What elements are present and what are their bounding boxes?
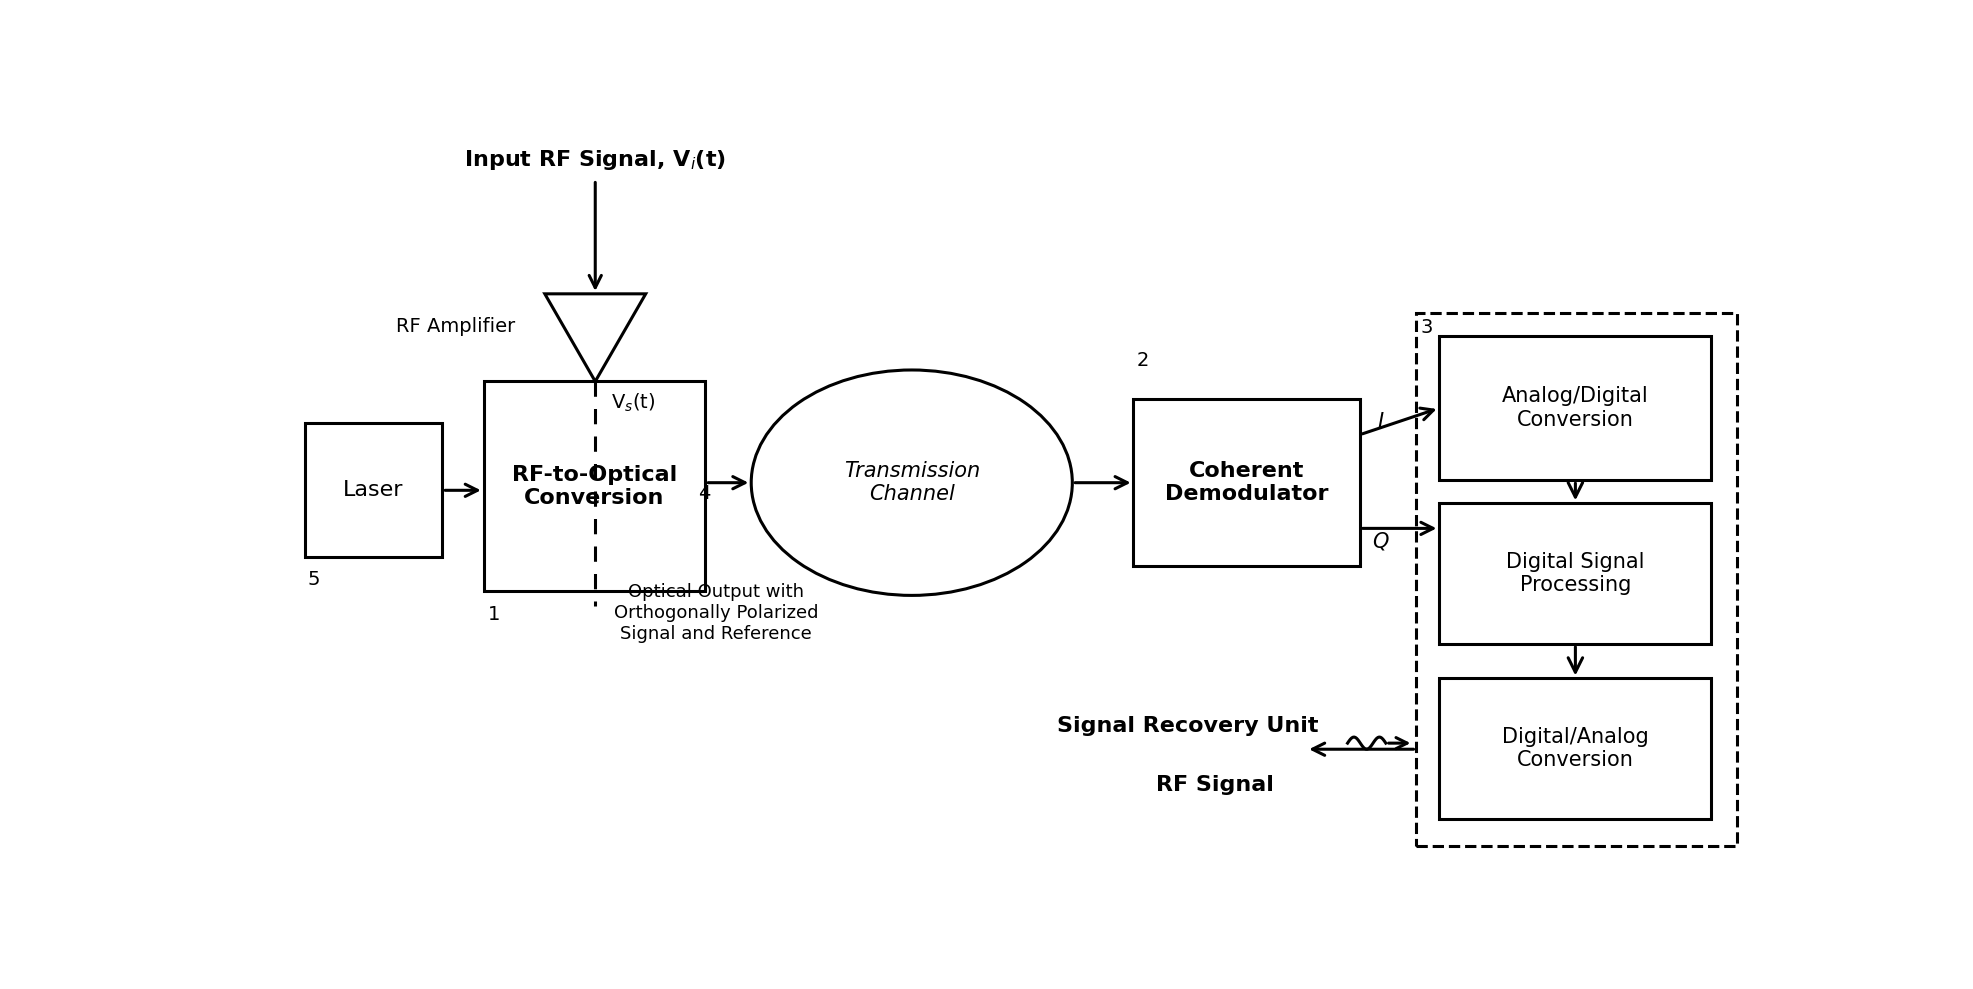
Bar: [1440, 678, 1711, 819]
Text: Analog/Digital
Conversion: Analog/Digital Conversion: [1501, 387, 1649, 429]
Text: Digital Signal
Processing: Digital Signal Processing: [1505, 552, 1645, 595]
Text: 3: 3: [1421, 318, 1432, 337]
Bar: [1133, 399, 1359, 567]
Text: Laser: Laser: [343, 480, 404, 499]
Bar: [1440, 335, 1711, 481]
Text: Input RF Signal, V$_i$(t): Input RF Signal, V$_i$(t): [464, 147, 726, 172]
Text: 2: 2: [1136, 351, 1148, 370]
Text: 4: 4: [698, 485, 710, 503]
Bar: [483, 382, 706, 590]
Text: RF Signal: RF Signal: [1156, 775, 1275, 795]
Polygon shape: [545, 294, 645, 382]
Text: Signal Recovery Unit: Signal Recovery Unit: [1058, 716, 1318, 737]
Bar: [1440, 503, 1711, 644]
Text: Transmission
Channel: Transmission Channel: [844, 461, 981, 504]
Text: RF-to-Optical
Conversion: RF-to-Optical Conversion: [511, 465, 677, 507]
Text: 1: 1: [487, 604, 501, 623]
Text: Optical Output with
Orthogonally Polarized
Signal and Reference: Optical Output with Orthogonally Polariz…: [614, 584, 819, 643]
Text: $I$: $I$: [1377, 411, 1385, 432]
Text: Coherent
Demodulator: Coherent Demodulator: [1164, 461, 1328, 504]
Text: Digital/Analog
Conversion: Digital/Analog Conversion: [1501, 727, 1649, 770]
Text: $Q$: $Q$: [1373, 530, 1391, 552]
Ellipse shape: [752, 370, 1073, 595]
Bar: [304, 423, 442, 557]
Text: 5: 5: [308, 570, 320, 588]
Text: V$_s$(t): V$_s$(t): [610, 392, 655, 413]
Text: RF Amplifier: RF Amplifier: [397, 316, 515, 335]
Bar: [1417, 313, 1738, 846]
